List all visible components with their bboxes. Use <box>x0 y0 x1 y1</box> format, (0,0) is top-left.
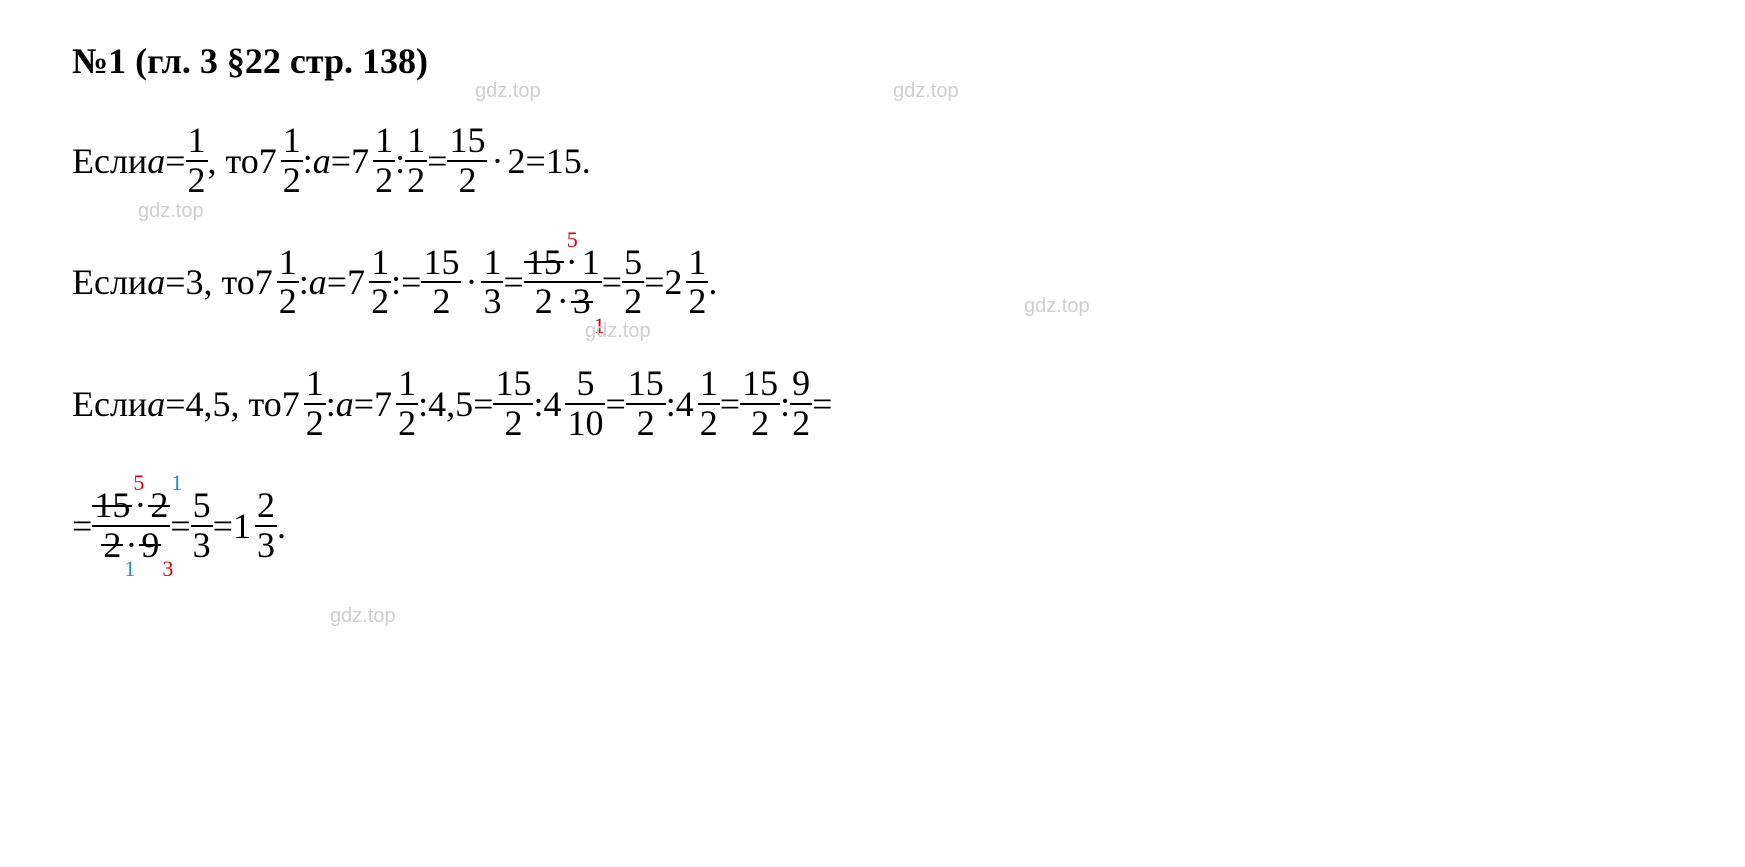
lhs-mixed: 7 12 <box>259 122 303 200</box>
result-1: 15 <box>546 140 582 182</box>
equation-line-1: Если a = 12 , то 7 12 : a = 7 12 : 12 = … <box>72 122 1673 200</box>
equation-line-4: = 15 5 · 2 1 2 1 · <box>72 487 1673 565</box>
result-2: 2 12 <box>664 244 708 322</box>
equation-line-3: Если a = 4,5 , то 7 12 : a = 7 12 : 4,5 … <box>72 365 1673 443</box>
var-a: a <box>147 140 165 182</box>
page-title: №1 (гл. 3 §22 стр. 138) <box>72 40 1673 82</box>
text-if: Если <box>72 140 147 182</box>
text-then: , то <box>208 140 259 182</box>
equation-line-2: Если a = 3 , то 7 12 : a = 7 12 : = 152 … <box>72 244 1673 322</box>
result-4: 1 23 <box>233 487 277 565</box>
cancel-fraction-2: 15 5 · 1 2 · 3 1 <box>524 244 602 322</box>
cancel-fraction-4: 15 5 · 2 1 2 1 · 9 3 <box>92 487 170 565</box>
a-value-frac: 12 <box>186 122 208 200</box>
text-eq: = <box>165 140 185 182</box>
